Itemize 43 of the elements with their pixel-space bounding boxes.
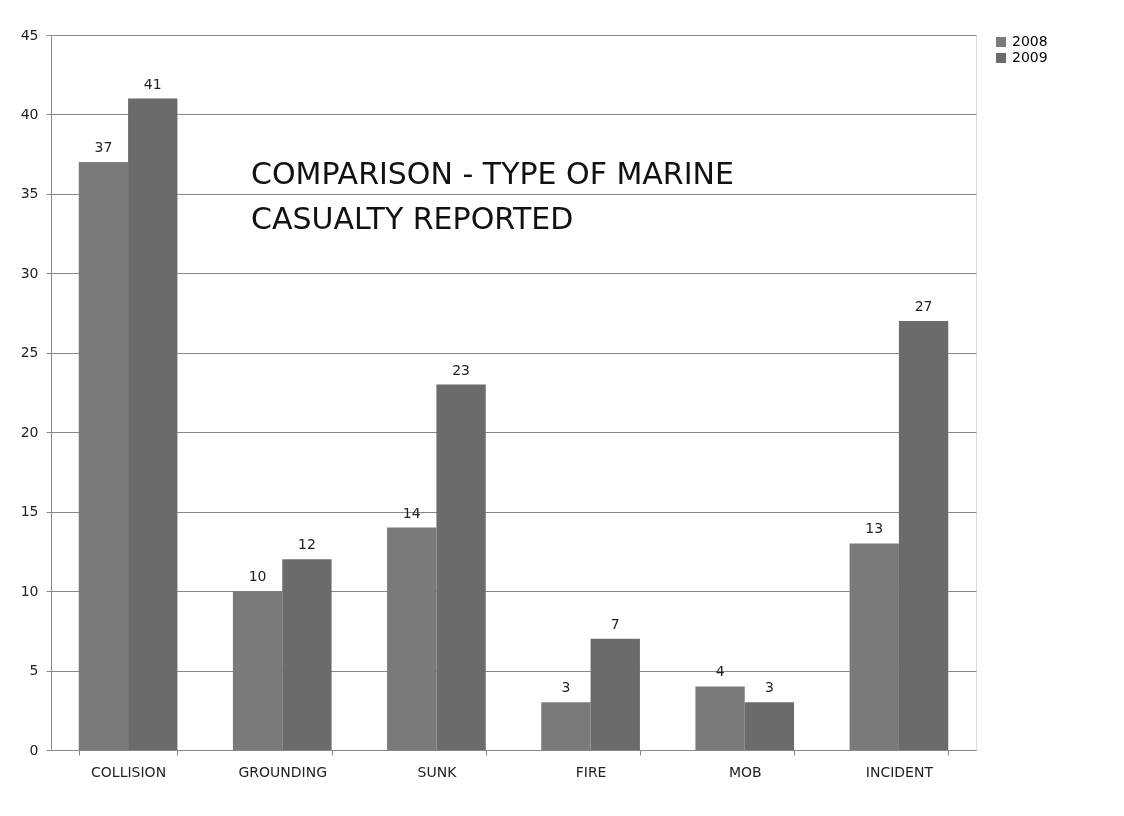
bar — [898, 321, 949, 750]
y-tick-label: 45 — [20, 26, 39, 43]
data-label: 3 — [764, 679, 774, 696]
data-label: 41 — [143, 75, 162, 92]
text: COMPARISON - TYPE OF MARINE CASUALTY REPORTED — [251, 156, 734, 236]
data-label: 14 — [402, 504, 421, 521]
bar — [436, 384, 486, 750]
bar — [387, 527, 437, 750]
bar — [695, 686, 745, 750]
y-tick-label: 40 — [20, 105, 39, 122]
bar — [744, 702, 795, 750]
bar — [128, 98, 178, 750]
data-label: 23 — [452, 361, 470, 378]
y-tick-label: 10 — [20, 582, 39, 599]
x-tick-label: GROUNDING — [238, 763, 328, 780]
data-label: 3 — [561, 679, 571, 696]
x-tick-label: INCIDENT — [865, 763, 934, 780]
legend-label: 2008 — [1012, 33, 1048, 49]
data-label: 27 — [914, 298, 933, 314]
bar — [541, 702, 591, 750]
bar — [232, 591, 283, 750]
data-label: 12 — [298, 536, 316, 553]
x-tick-label: FIRE — [575, 763, 607, 780]
x-tick-label: COLLISION — [91, 763, 167, 780]
data-label: 10 — [248, 568, 267, 585]
x-tick-label: MOB — [728, 763, 762, 780]
data-label: 13 — [865, 520, 884, 537]
data-label: 37 — [94, 139, 113, 156]
y-tick-label: 35 — [20, 185, 39, 202]
y-tick-label: 5 — [29, 662, 39, 679]
data-label: 7 — [610, 615, 620, 632]
y-tick-label: 20 — [20, 423, 39, 440]
y-tick-label: 0 — [29, 741, 39, 758]
y-tick-label: 25 — [20, 344, 39, 361]
y-tick-label: 15 — [20, 503, 39, 520]
legend-label: 2009 — [1012, 49, 1048, 65]
data-label: 4 — [715, 663, 725, 680]
bar — [282, 559, 332, 750]
bar — [849, 543, 899, 750]
x-tick-label: SUNK — [417, 763, 458, 780]
bar — [590, 638, 640, 750]
bar — [78, 162, 129, 750]
y-tick-label: 30 — [20, 264, 39, 281]
